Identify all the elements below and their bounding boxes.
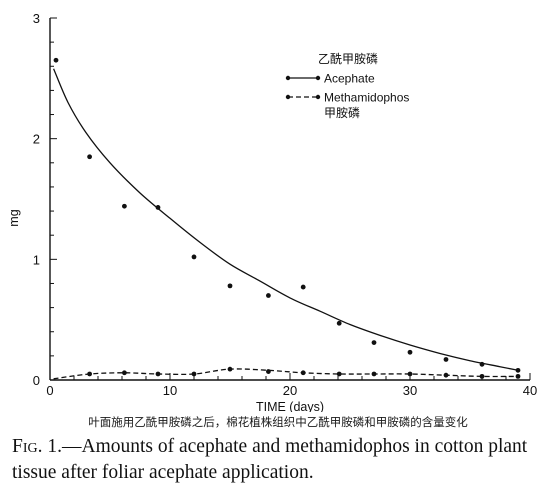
legend-note: 甲胺磷 xyxy=(324,105,360,120)
acephate-curve xyxy=(53,68,519,371)
y-tick-label: 0 xyxy=(33,373,40,388)
acephate-point xyxy=(371,340,377,345)
figure-caption-text: —Amounts of acephate and methamidophos i… xyxy=(12,436,528,483)
x-tick-label: 30 xyxy=(403,383,417,398)
acephate-point xyxy=(227,283,233,289)
figure-label: Fig. 1. xyxy=(12,436,62,457)
methamidophos-point xyxy=(443,372,449,378)
methamidophos-point xyxy=(371,371,377,377)
x-tick-label: 0 xyxy=(46,383,53,398)
acephate-point xyxy=(300,284,306,290)
acephate-point xyxy=(336,320,342,326)
methamidophos-point xyxy=(515,373,521,379)
methamidophos-point xyxy=(155,371,161,377)
acephate-point xyxy=(191,254,197,260)
methamidophos-curve xyxy=(53,368,519,380)
x-tick-label: 20 xyxy=(283,383,297,398)
methamidophos-point xyxy=(336,371,342,377)
legend-acephate-marker xyxy=(285,75,291,81)
acephate-point xyxy=(155,205,161,210)
y-tick-label: 3 xyxy=(33,11,40,26)
chart-area: 0 10 20 30 40 0 1 2 3 TIME (days) mg 乙酰甲胺磷 Acephate… xyxy=(7,11,537,412)
methamidophos-point xyxy=(407,371,413,377)
methamidophos-point xyxy=(87,371,92,377)
methamidophos-point xyxy=(122,370,127,376)
acephate-point xyxy=(407,349,413,355)
y-tick-label: 2 xyxy=(33,132,40,147)
x-tick-label: 40 xyxy=(523,383,537,398)
line-chart: 0 10 20 30 40 0 1 2 3 TIME (days) mg 乙酰甲胺磷 Acephate… xyxy=(7,11,537,412)
legend-acephate-label: Acephate xyxy=(324,72,375,86)
acephate-point xyxy=(87,154,92,160)
acephate-point xyxy=(443,357,449,362)
acephate-point xyxy=(53,57,59,63)
legend-title: 乙酰甲胺磷 xyxy=(318,51,378,66)
acephate-point xyxy=(515,367,521,373)
legend-methamidophos-marker xyxy=(315,94,321,100)
y-tick-label: 1 xyxy=(33,252,40,267)
legend-acephate-marker xyxy=(315,75,321,81)
y-axis-label: mg xyxy=(7,209,21,226)
figure-caption: Fig. 1.—Amounts of acephate and methamid… xyxy=(12,434,547,486)
acephate-point xyxy=(266,293,271,298)
methamidophos-point xyxy=(300,370,306,376)
acephate-point xyxy=(479,361,485,367)
x-axis-label: TIME (days) xyxy=(256,400,324,412)
chinese-caption: 叶面施用乙酰甲胺磷之后，棉花植株组织中乙酰甲胺磷和甲胺磷的含量变化 xyxy=(88,415,468,429)
legend-methamidophos-marker xyxy=(285,94,291,100)
legend-methamidophos-label: Methamidophos xyxy=(324,91,409,105)
methamidophos-point xyxy=(266,369,271,374)
methamidophos-point xyxy=(479,373,485,379)
methamidophos-point xyxy=(191,371,197,377)
x-tick-label: 10 xyxy=(163,383,177,398)
methamidophos-point xyxy=(227,366,233,372)
acephate-point xyxy=(122,203,127,209)
